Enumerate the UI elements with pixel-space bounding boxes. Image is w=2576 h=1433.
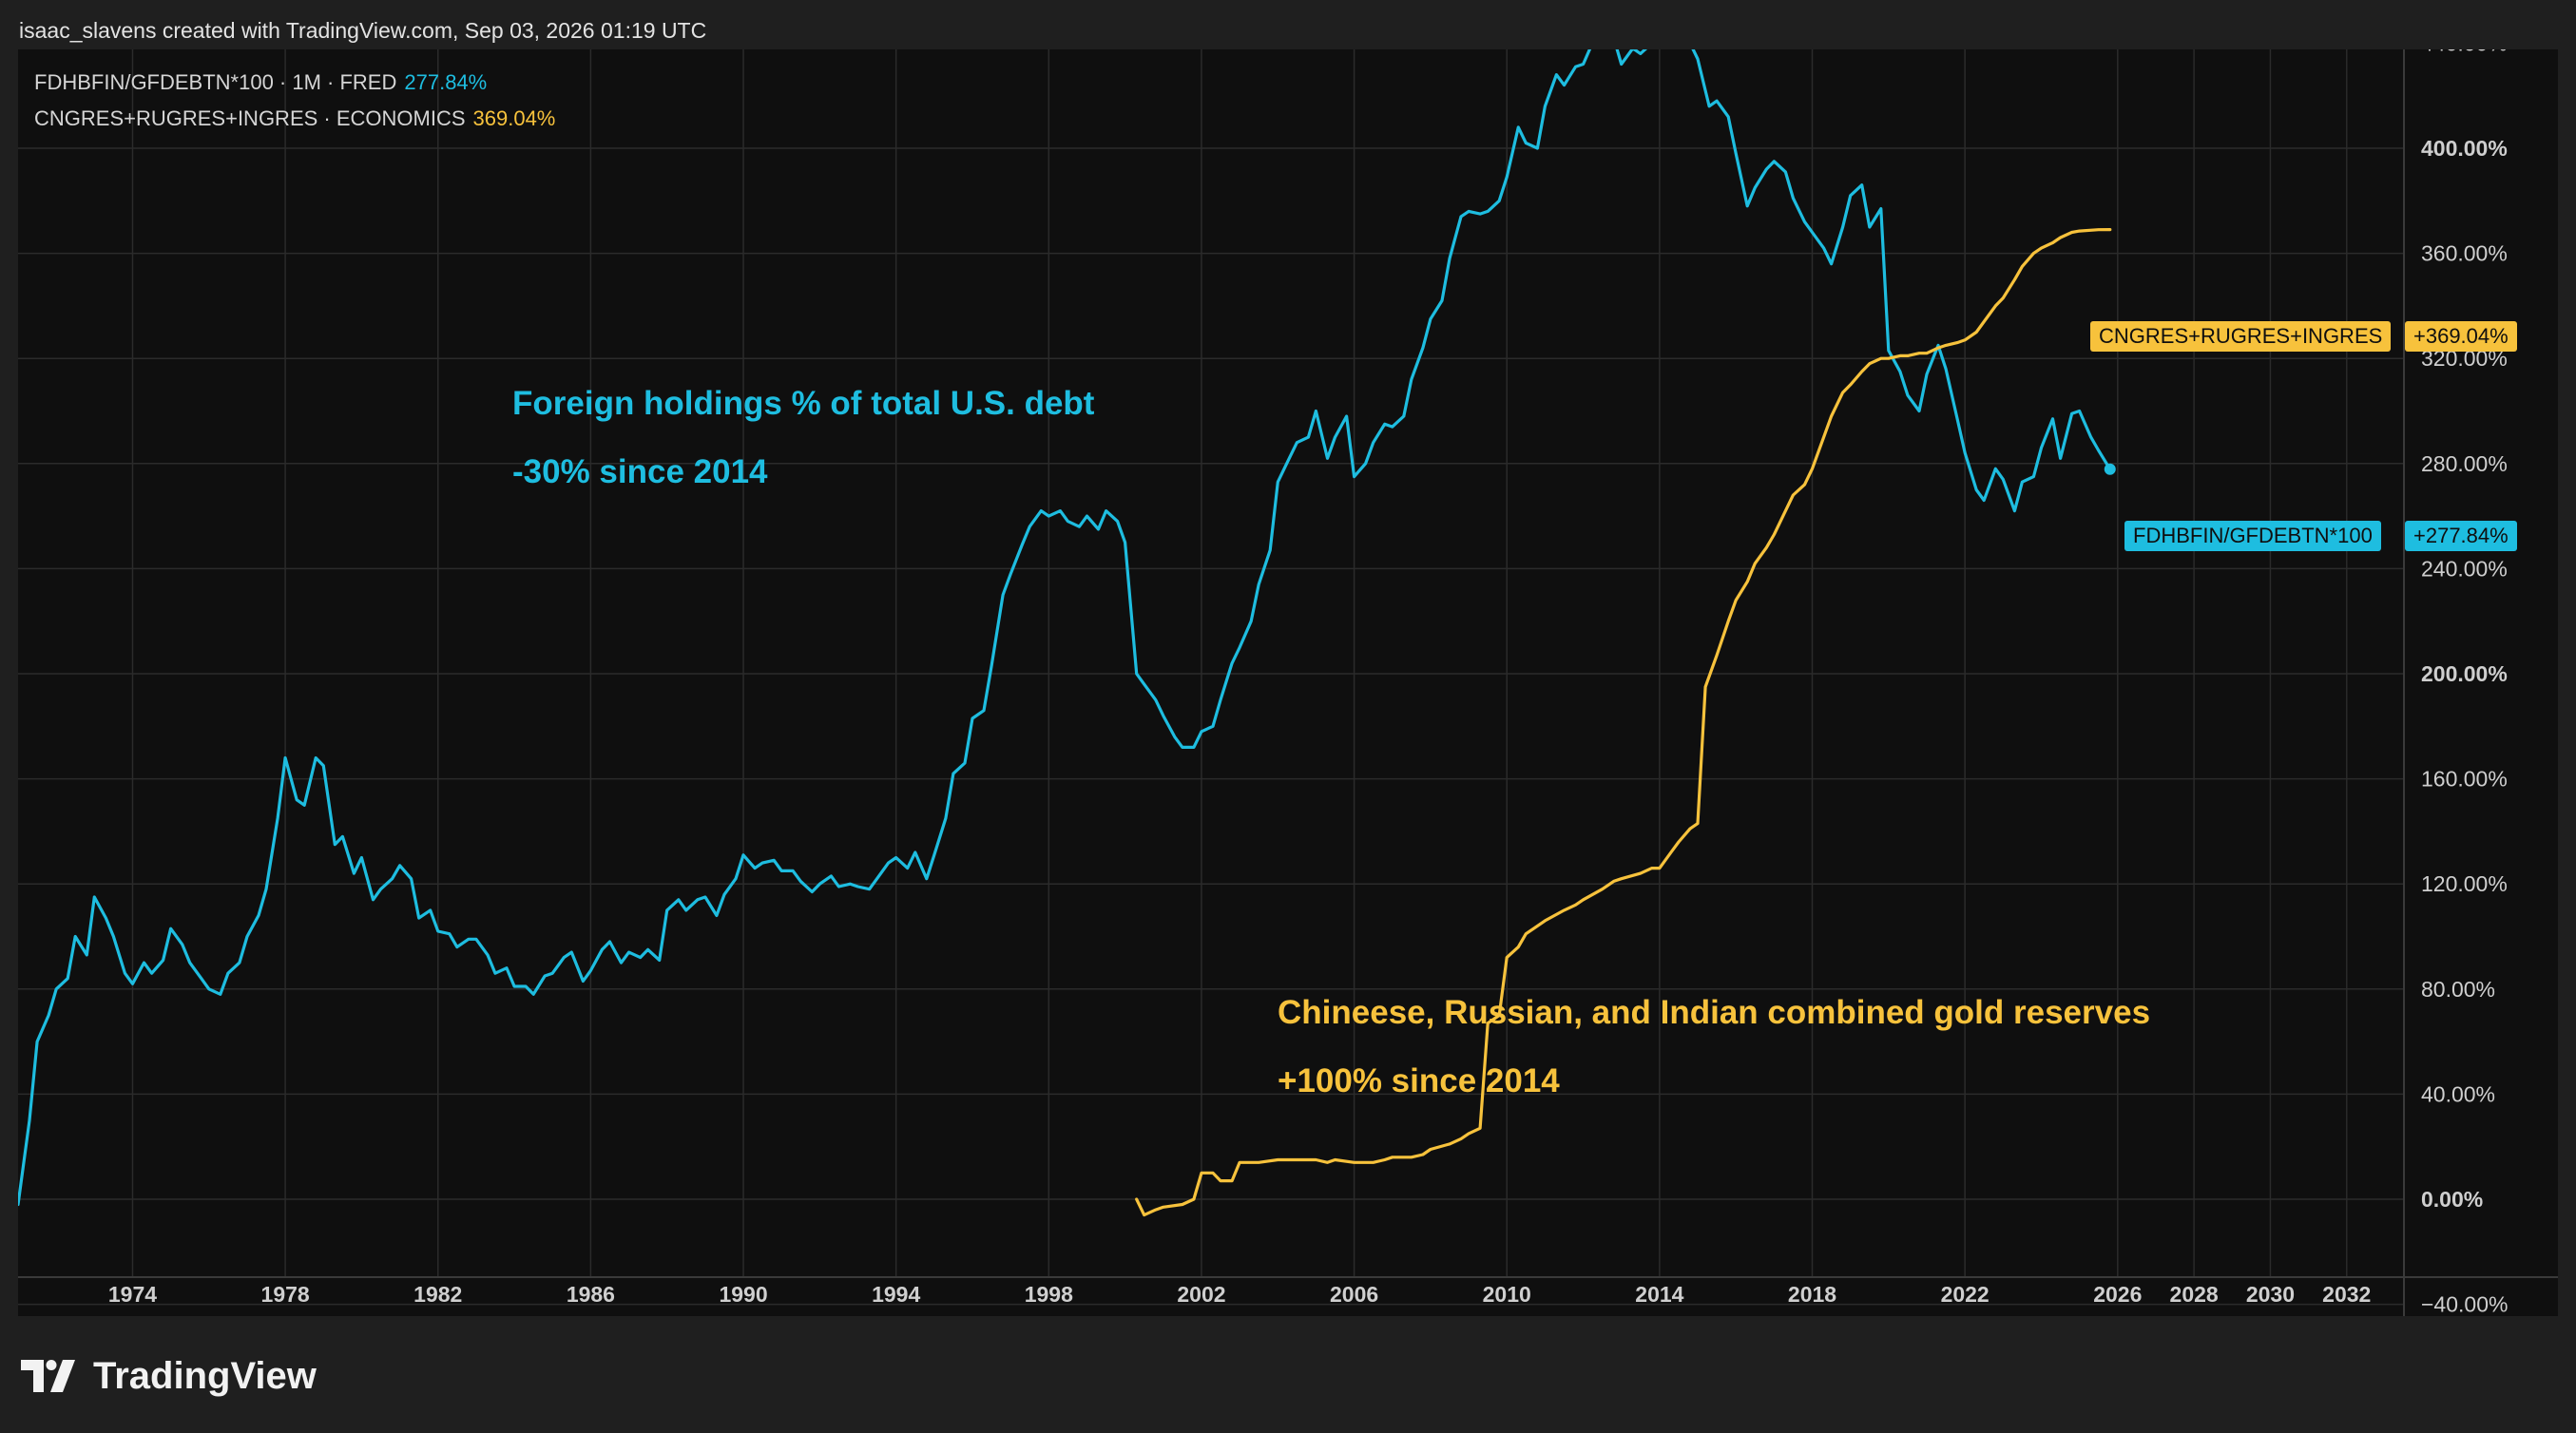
x-tick-label: 2028 [2170,1282,2219,1307]
legend-label: CNGRES+RUGRES+INGRES · ECONOMICS [34,106,466,130]
x-tick-label: 1986 [567,1282,615,1307]
series-last-point [2104,463,2116,475]
annotation-foreign-holdings-title: Foreign holdings % of total U.S. debt [512,385,1095,422]
x-tick-label: 2006 [1330,1282,1378,1307]
annotation-foreign-holdings-change: -30% since 2014 [512,453,768,490]
x-tick-label: 2026 [2093,1282,2142,1307]
x-tick-label: 1998 [1025,1282,1073,1307]
x-tick-label: 1994 [872,1282,920,1307]
price-tag-gold-reserves: +369.04% [2405,321,2517,352]
chart-header: isaac_slavens created with TradingView.c… [19,18,707,43]
y-tick-label: 0.00% [2421,1187,2483,1212]
legend-item-foreign-holdings[interactable]: FDHBFIN/GFDEBTN*100 · 1M · FRED 277.84% [34,65,555,101]
chart-plot-area[interactable]: −40.00% 0.00% 40.00% 80.00% 120.00% 160.00% 20… [18,49,2558,1316]
grid-layer [18,49,2404,1306]
y-tick-label: 400.00% [2421,136,2508,161]
legend-value: 369.04% [472,106,556,130]
y-tick-label: 240.00% [2421,556,2508,581]
y-tick-label: 120.00% [2421,871,2508,896]
y-tick-label: 440.00% [2421,49,2508,55]
series-name-tag-foreign-holdings: FDHBFIN/GFDEBTN*100 [2124,521,2381,551]
series-line-gold-reserves [1135,228,2112,1217]
chart-svg[interactable]: −40.00% 0.00% 40.00% 80.00% 120.00% 160.00% 20… [18,49,2558,1316]
x-tick-label: 2018 [1788,1282,1836,1307]
series-name-tag-gold-reserves: CNGRES+RUGRES+INGRES [2090,321,2392,352]
y-tick-label: 40.00% [2421,1081,2495,1106]
legend-label: FDHBFIN/GFDEBTN*100 · 1M · FRED [34,70,397,94]
y-axis: −40.00% 0.00% 40.00% 80.00% 120.00% 160.00% 20… [2403,49,2508,1316]
x-tick-label: 2030 [2246,1282,2295,1307]
legend-item-gold-reserves[interactable]: CNGRES+RUGRES+INGRES · ECONOMICS 369.04% [34,101,555,137]
series-line-foreign-holdings [18,49,2112,1207]
legend: FDHBFIN/GFDEBTN*100 · 1M · FRED 277.84% C… [34,65,555,137]
x-tick-label: 2010 [1483,1282,1531,1307]
x-tick-label: 1978 [261,1282,310,1307]
price-tag-foreign-holdings: +277.84% [2405,521,2517,551]
x-tick-label: 2002 [1177,1282,1225,1307]
x-tick-label: 2022 [1941,1282,1990,1307]
legend-value: 277.84% [404,70,488,94]
y-tick-label: 80.00% [2421,977,2495,1002]
brand-name: TradingView [93,1354,317,1397]
x-tick-label: 1982 [413,1282,462,1307]
x-tick-label: 1990 [719,1282,767,1307]
x-tick-label: 2032 [2322,1282,2371,1307]
series-layer [18,49,2116,1217]
x-tick-label: 1974 [108,1282,157,1307]
annotation-gold-reserves-title: Chineese, Russian, and Indian combined g… [1278,994,2151,1031]
y-tick-label: 280.00% [2421,451,2508,476]
y-tick-label: −40.00% [2421,1292,2508,1316]
annotation-gold-reserves-change: +100% since 2014 [1278,1062,1560,1099]
y-tick-label: 200.00% [2421,661,2508,686]
y-tick-label: 360.00% [2421,241,2508,266]
tradingview-logo-icon [21,1360,80,1392]
y-tick-label: 160.00% [2421,767,2508,792]
x-tick-label: 2014 [1635,1282,1683,1307]
footer-brand[interactable]: TradingView [21,1349,317,1403]
x-axis: 1974 1978 1982 1986 1990 1994 1998 2002 2006 2010… [18,1276,2558,1307]
